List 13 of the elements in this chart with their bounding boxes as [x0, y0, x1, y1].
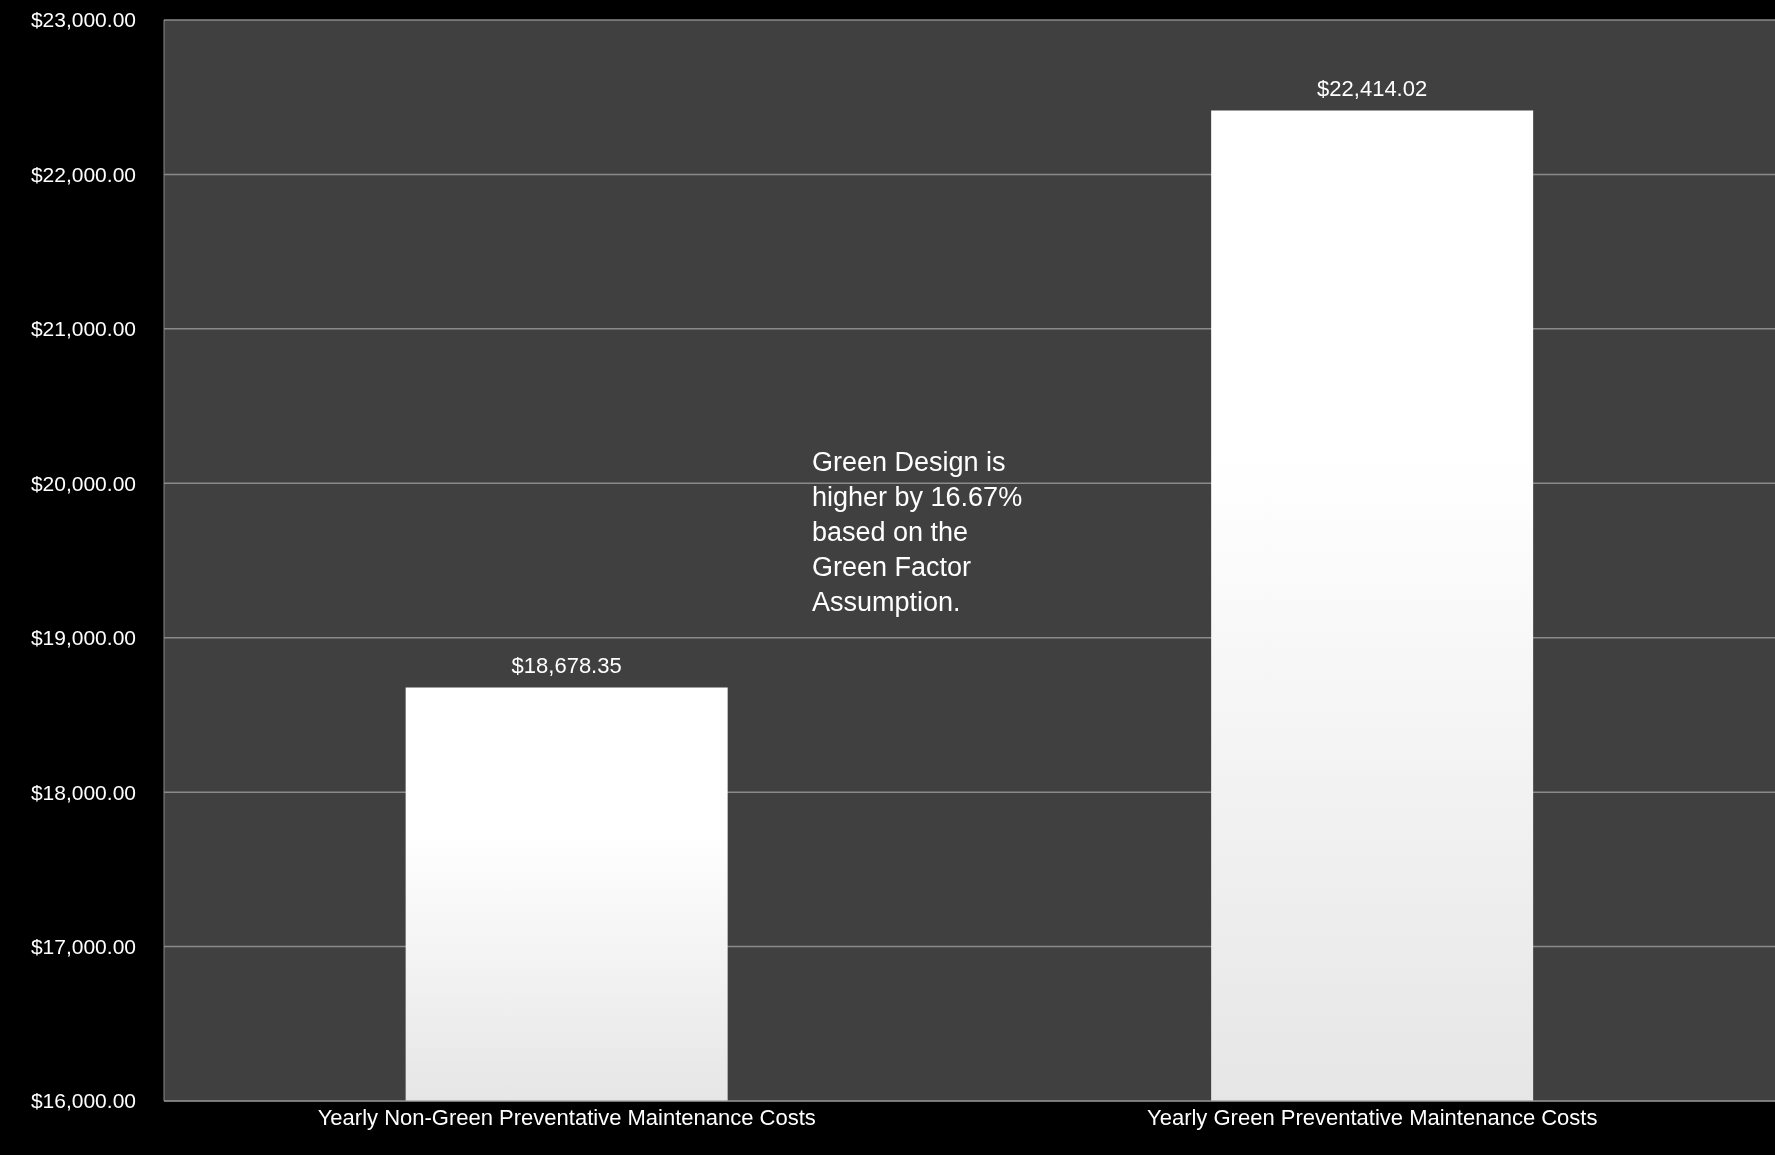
y-tick-label: $16,000.00 — [30, 1089, 136, 1113]
y-tick-label: $20,000.00 — [30, 471, 136, 495]
y-tick-label: $22,000.00 — [30, 162, 136, 186]
x-tick-label: Yearly Green Preventative Maintenance Costs — [1147, 1104, 1598, 1130]
data-label: $22,414.02 — [1317, 76, 1428, 102]
y-tick-label: $21,000.00 — [30, 317, 136, 341]
y-tick-label: $17,000.00 — [30, 935, 136, 959]
x-tick-label: Yearly Non-Green Preventative Maintenance Costs — [317, 1104, 816, 1130]
annotation: Green Design is higher by 16.67% based on the Green Factor Assumption. — [812, 446, 1024, 619]
y-tick-label: $19,000.00 — [30, 626, 136, 650]
y-tick-label: $23,000.00 — [30, 8, 136, 32]
y-tick-label: $18,000.00 — [30, 780, 136, 804]
data-label: $18,678.35 — [511, 653, 622, 679]
